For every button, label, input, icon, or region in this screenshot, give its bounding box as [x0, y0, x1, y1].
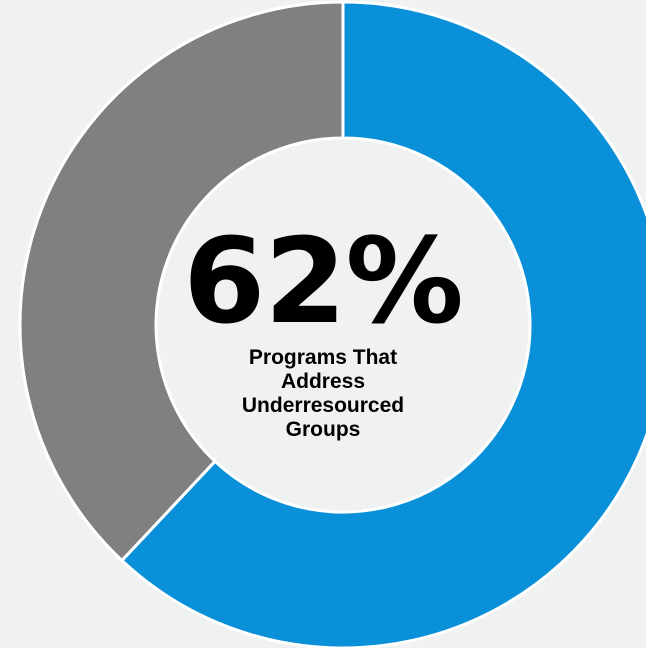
donut-slice-1: [119, 0, 646, 648]
donut-slice-2: [18, 0, 345, 563]
center-caption: Programs That Address Underresourced Gro…: [241, 346, 405, 441]
center-value: 62%: [183, 212, 463, 350]
center-label: 62% Programs That Address Underresourced…: [163, 222, 483, 442]
